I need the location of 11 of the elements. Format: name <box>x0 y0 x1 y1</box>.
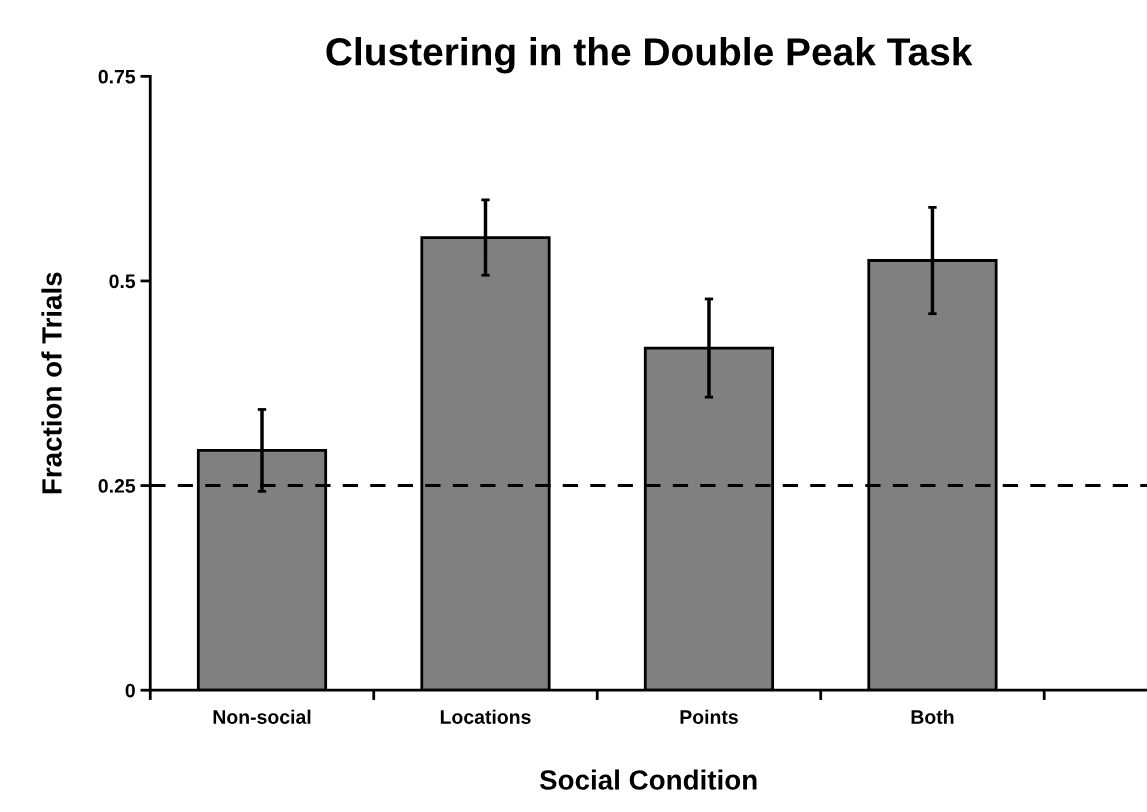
x-tick-label: Locations <box>440 709 531 724</box>
x-tick-label: Points <box>680 709 738 724</box>
y-tick-label: 0.75 <box>98 69 136 84</box>
x-tick-label: Non-social <box>213 709 311 724</box>
y-tick-label: 0 <box>125 683 135 698</box>
x-axis-title: Social Condition <box>539 769 757 790</box>
y-tick-label: 0.5 <box>109 274 136 289</box>
x-tick-label: Both <box>911 709 954 724</box>
y-axis-title: Fraction of Trials <box>41 272 62 494</box>
chart-title: Clustering in the Double Peak Task <box>326 37 973 74</box>
y-tick-label: 0.25 <box>98 479 136 493</box>
